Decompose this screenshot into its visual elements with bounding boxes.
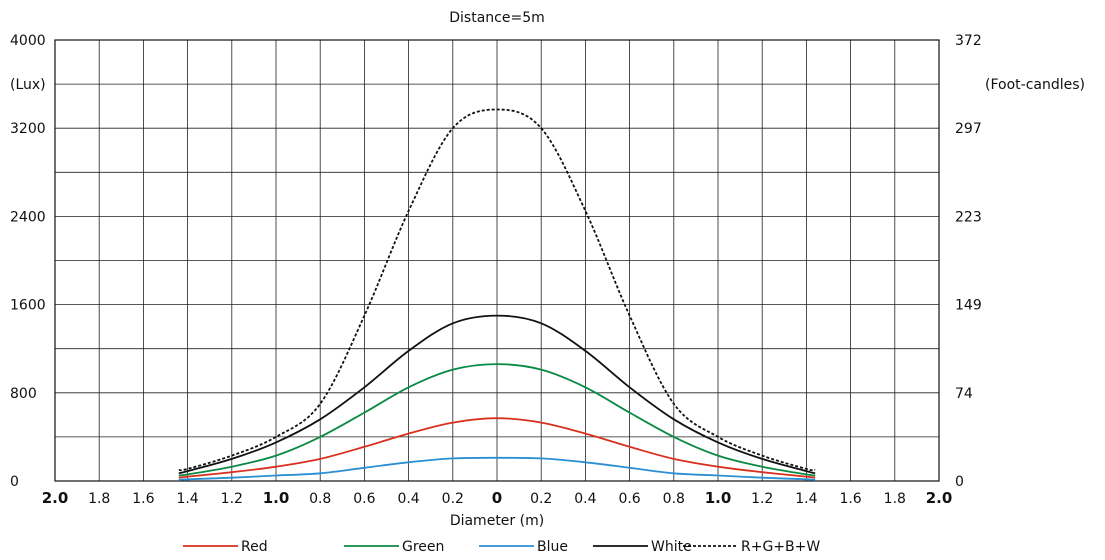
x-tick-label: 1.2 [221,491,243,507]
legend: Red Green Blue White R+G+B+W [183,539,820,555]
plot-frame [54,39,940,482]
y-left-tick-labels: 0 800 1600 2400 3200 4000 [10,33,46,490]
x-tick-label: 0.2 [442,491,464,507]
x-tick-label: 0.2 [530,491,552,507]
series-line-green [178,363,816,477]
x-tick-label: 0.8 [309,491,331,507]
x-axis-label: Diameter (m) [450,513,544,529]
y-right-tick-label: 0 [955,474,964,490]
x-tick-label: 1.2 [751,491,773,507]
x-tick-label: 1.0 [263,489,290,507]
legend-label-blue: Blue [537,539,568,555]
legend-label-green: Green [402,539,444,555]
x-tick-label: 0.4 [397,491,419,507]
legend-label-r-g-b-w: R+G+B+W [741,539,820,555]
x-tick-label: 1.4 [795,491,817,507]
legend-label-red: Red [241,539,268,555]
series-line-white [178,314,816,475]
series-line-r-g-b-w [178,108,816,472]
y-left-tick-label: 2400 [10,209,46,225]
y-axis-right-label: (Foot-candles) [985,77,1085,93]
y-left-tick-label: 1600 [10,298,46,314]
y-left-tick-label: 0 [10,474,19,490]
x-tick-label: 1.8 [88,491,110,507]
x-tick-label: 1.0 [705,489,732,507]
series-line-blue [178,456,816,481]
y-right-tick-label: 372 [955,33,982,49]
x-tick-label: 2.0 [926,489,953,507]
x-tick-label: 0.4 [574,491,596,507]
x-tick-label: 1.4 [176,491,198,507]
y-left-tick-label: 3200 [10,121,46,137]
chart-title: Distance=5m [449,10,545,26]
y-right-tick-label: 149 [955,298,982,314]
series-group [178,108,816,481]
y-right-tick-label: 223 [955,209,982,225]
y-right-tick-labels: 0 74 149 223 297 372 [955,33,982,490]
x-tick-label: 1.6 [132,491,154,507]
x-tick-label: 0.6 [353,491,375,507]
x-tick-label: 0 [492,489,502,507]
series-line-red [178,417,816,479]
y-axis-left-label: (Lux) [10,77,46,93]
x-tick-label: 0.6 [618,491,640,507]
y-right-tick-label: 74 [955,386,973,402]
y-right-tick-label: 297 [955,121,982,137]
grid [54,39,940,482]
x-tick-labels: 2.0 1.8 1.6 1.4 1.2 1.0 0.8 0.6 0.4 0.2 0 0.2 0.4 0.6… [42,489,953,507]
legend-label-white: White [651,539,692,555]
x-tick-label: 0.8 [663,491,685,507]
y-left-tick-label: 4000 [10,33,46,49]
x-tick-label: 1.8 [884,491,906,507]
x-tick-label: 2.0 [42,489,69,507]
x-tick-label: 1.6 [839,491,861,507]
y-left-tick-label: 800 [10,386,37,402]
